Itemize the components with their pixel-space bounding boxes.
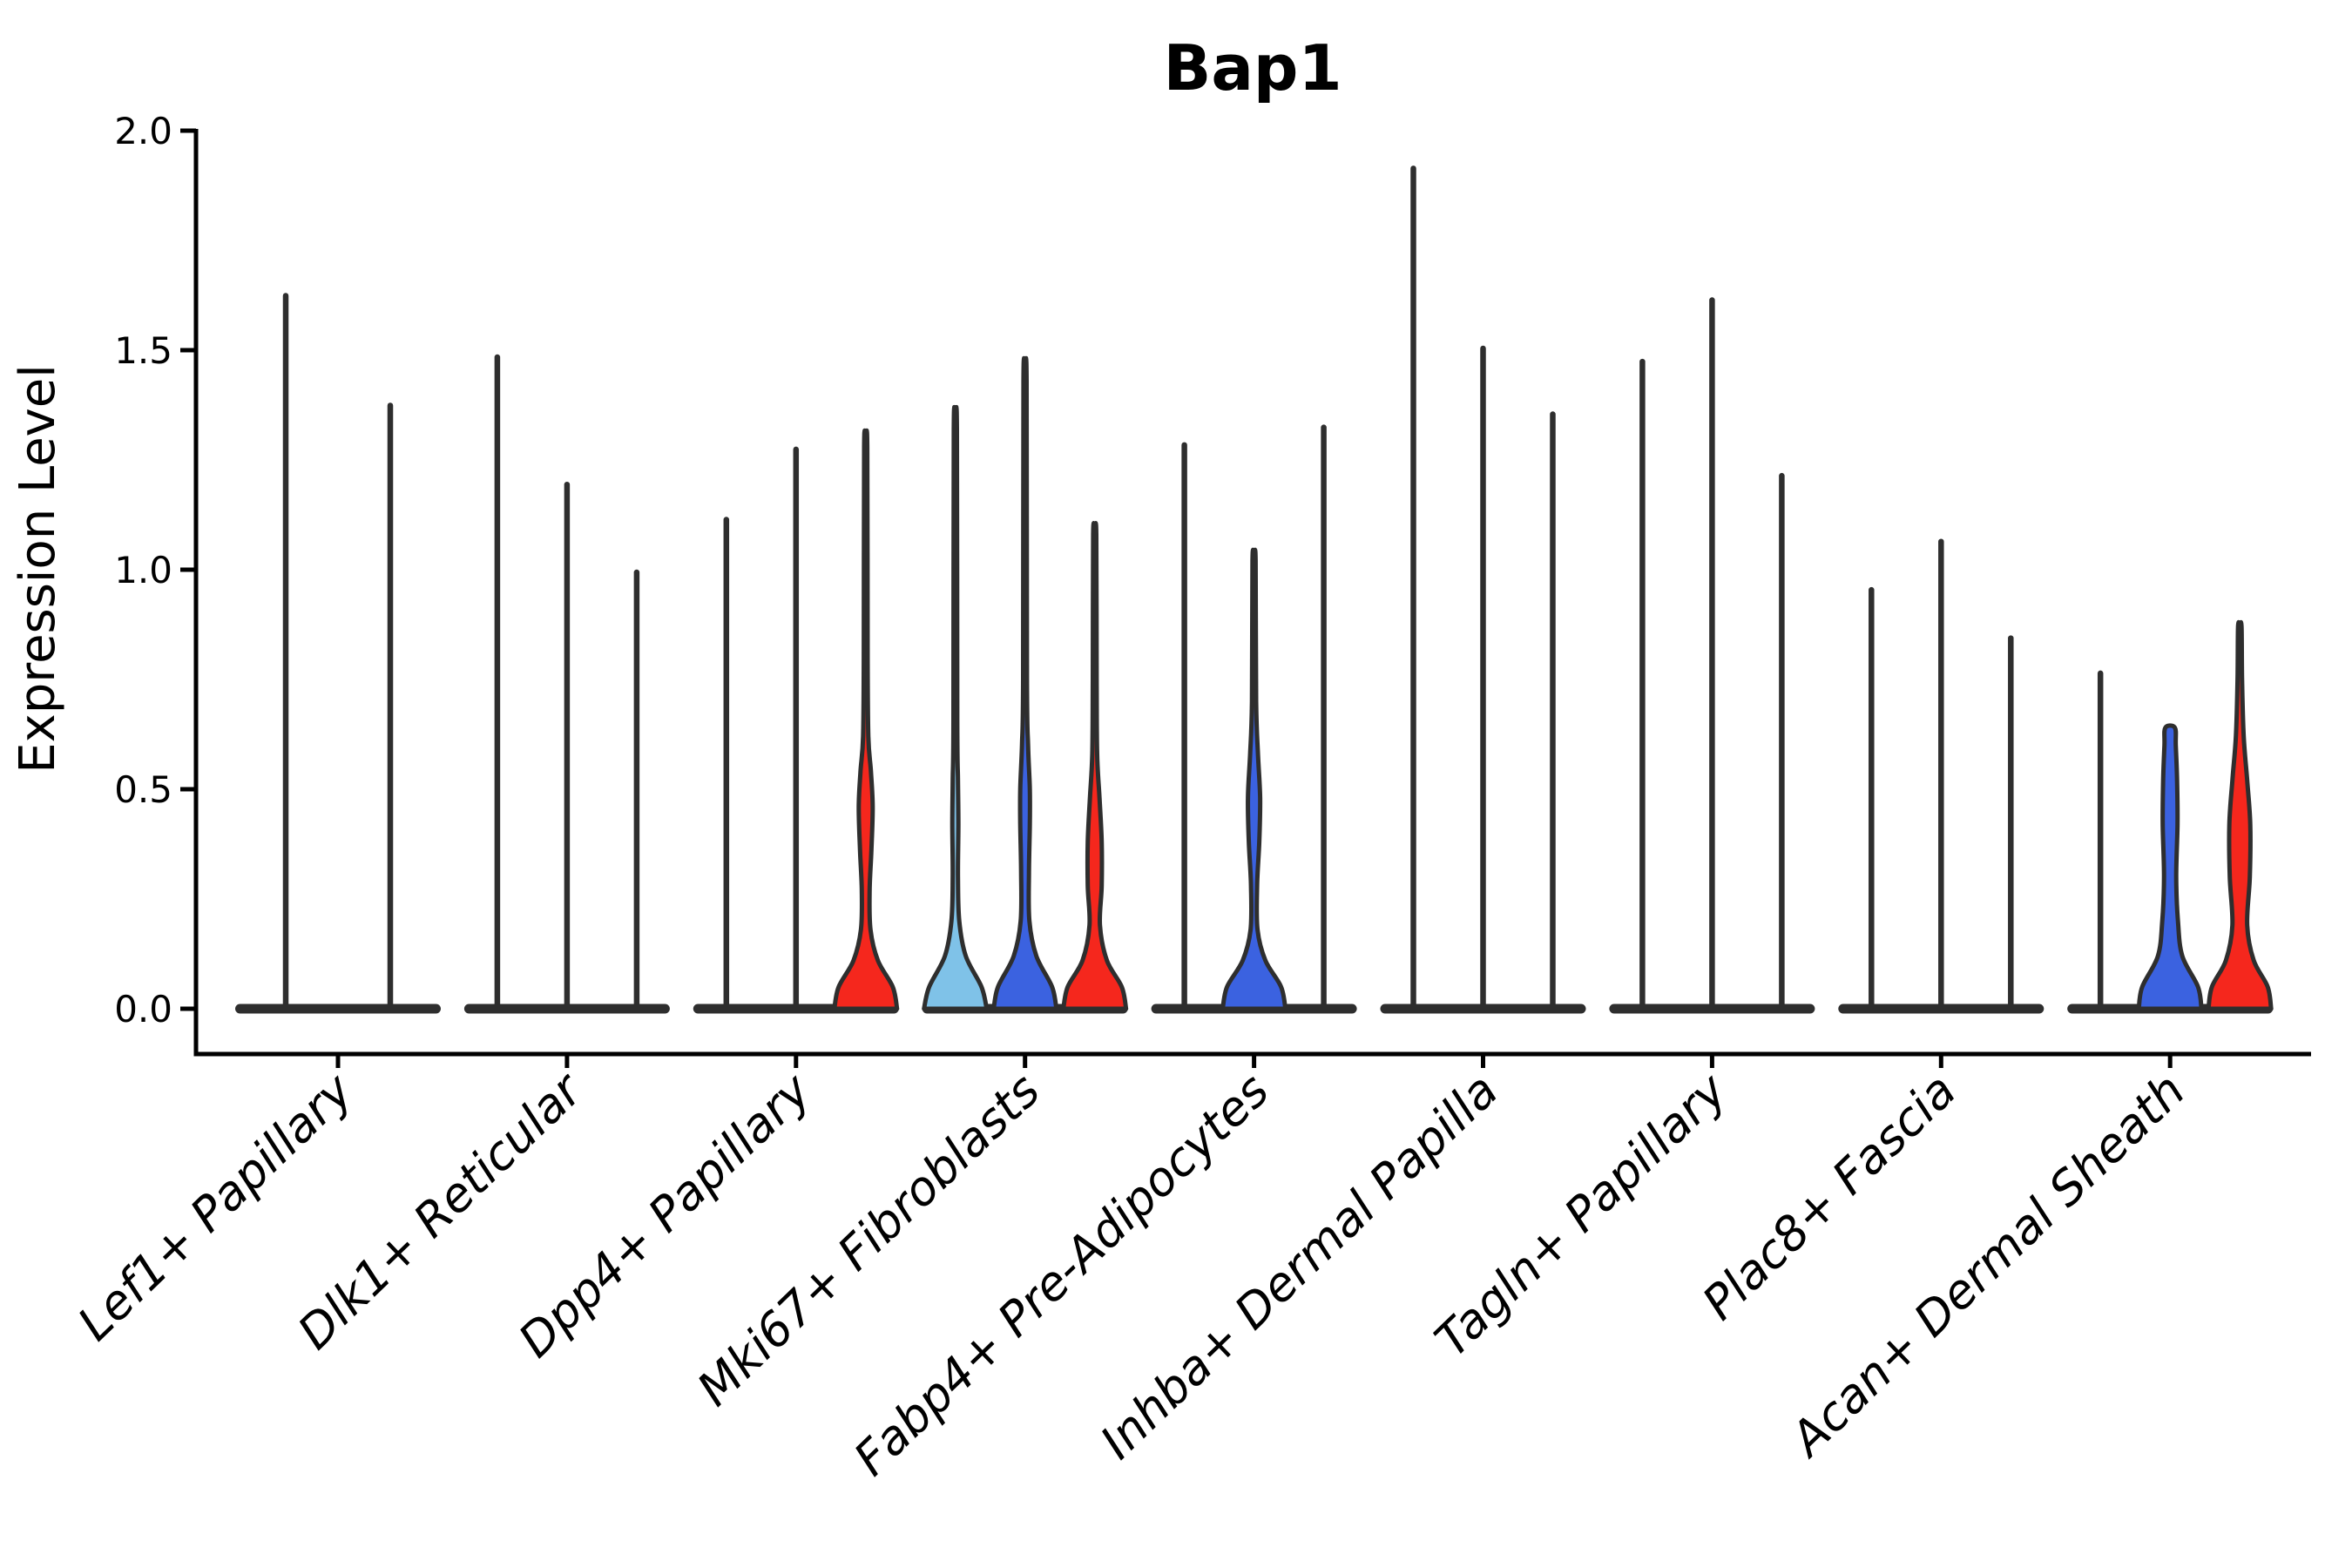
violin-group [463, 354, 670, 1014]
violin-group [2067, 619, 2274, 1014]
violin-shape-blue [1220, 547, 1288, 1011]
y-tick-label: 2.0 [114, 110, 172, 152]
violin-group [1380, 166, 1586, 1014]
violins-layer [235, 166, 2274, 1014]
violin-group [922, 355, 1129, 1014]
violin-shape-light_blue [922, 404, 990, 1011]
y-tick-label: 1.0 [114, 549, 172, 591]
violin-group [1838, 538, 2044, 1014]
y-tick-label: 0.0 [114, 988, 172, 1031]
violin-baseline [235, 1004, 441, 1014]
y-axis: 0.0 0.5 1.0 1.5 2.0 [114, 110, 199, 1057]
chart-title: Bap1 [1163, 31, 1342, 105]
violin-group [1151, 424, 1357, 1014]
violin-group [235, 293, 441, 1014]
y-tick-label: 0.5 [114, 768, 172, 811]
violin-group [1609, 297, 1815, 1014]
violin-shape-red [832, 428, 900, 1011]
y-tick-label: 1.5 [114, 329, 172, 372]
violin-group [693, 428, 900, 1014]
violin-shape-red [2206, 619, 2274, 1011]
violin-shape-blue [991, 355, 1059, 1011]
violin-shape-blue [2136, 723, 2204, 1011]
violin-shape-red [1061, 521, 1129, 1011]
y-axis-label: Expression Level [10, 364, 66, 774]
